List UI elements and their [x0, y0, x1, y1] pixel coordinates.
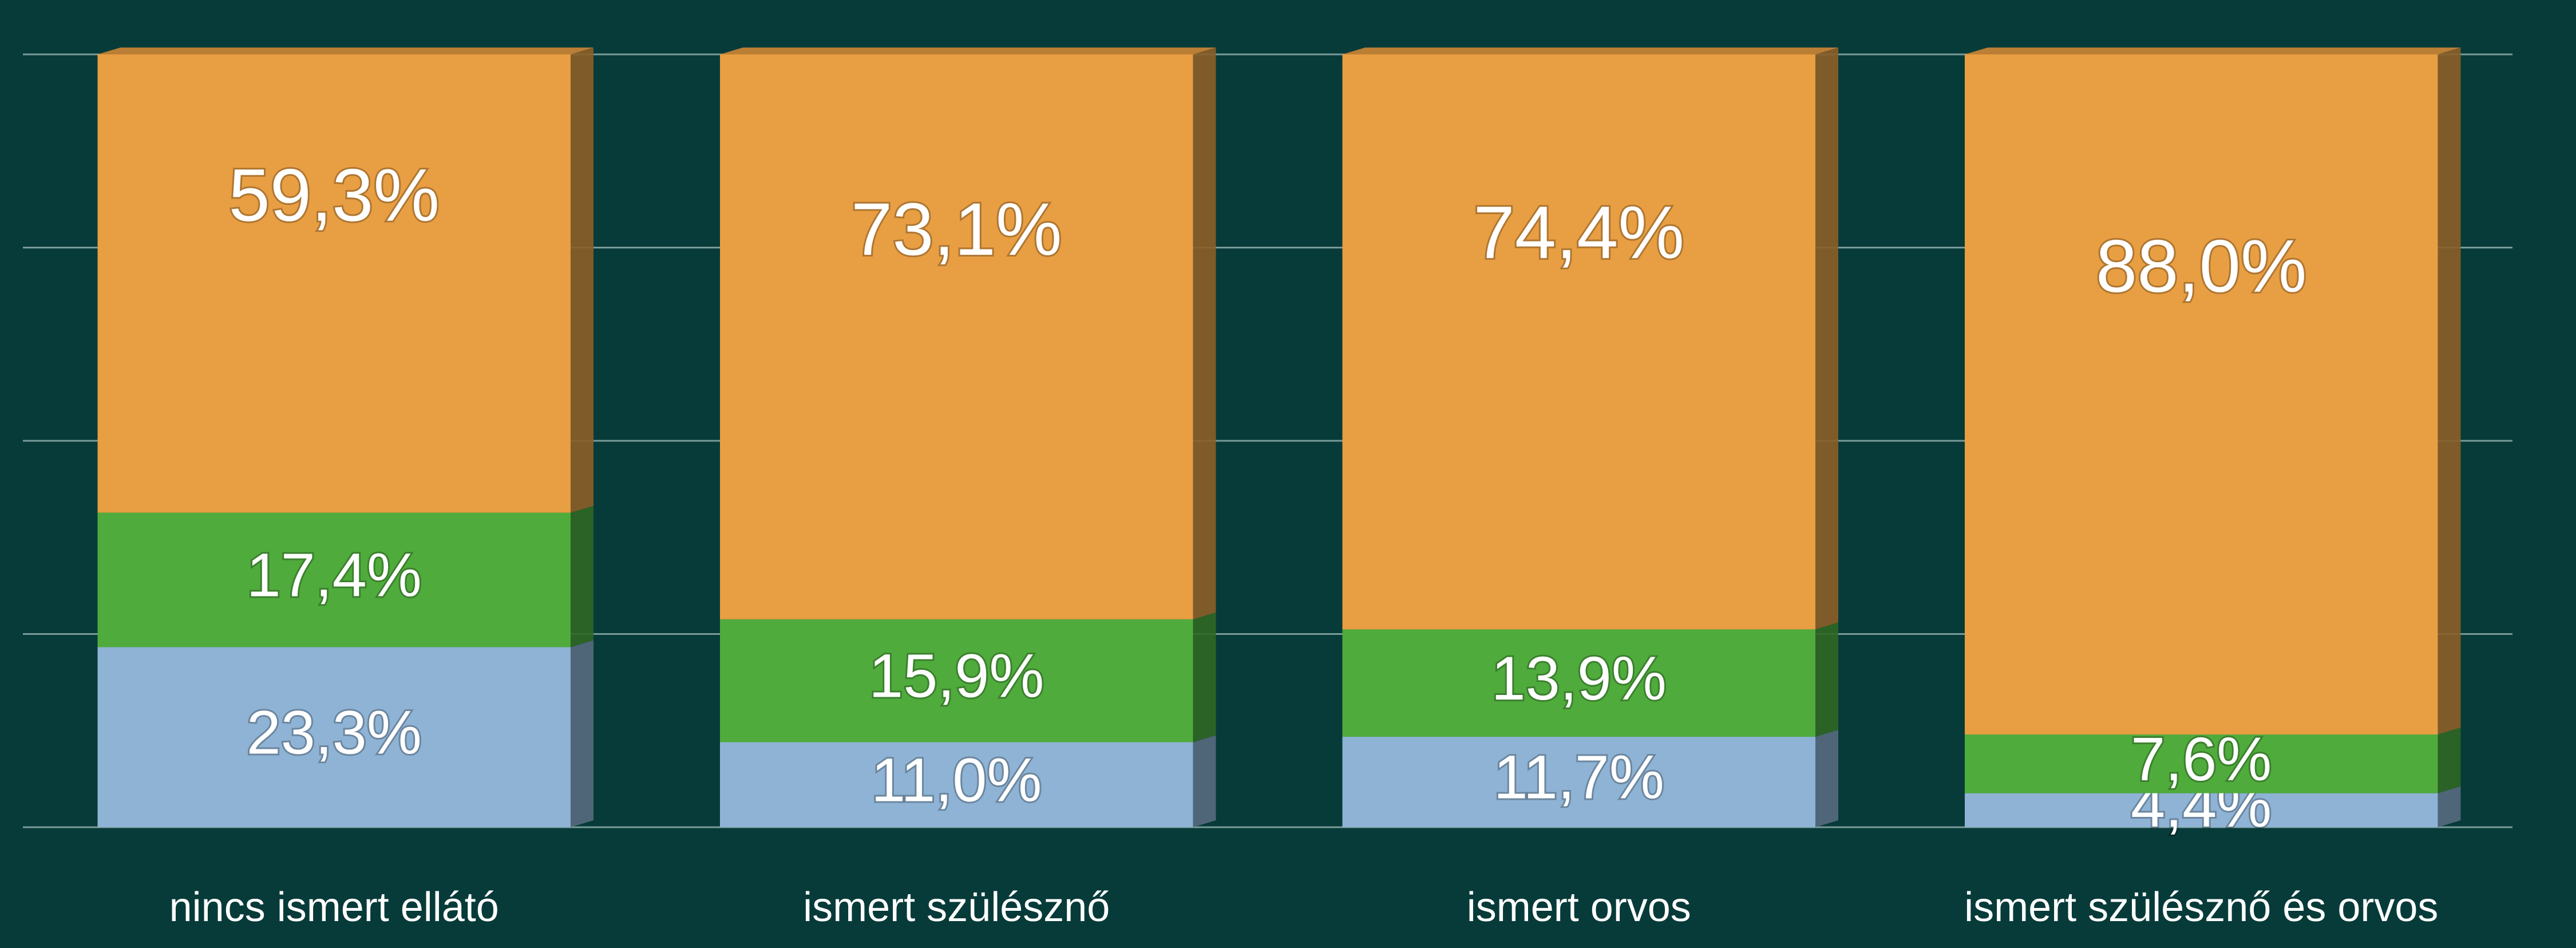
value-label: 59,3% — [228, 153, 440, 237]
x-tick-label: ismert szülésznő és orvos — [1964, 884, 2438, 930]
x-tick-label: ismert orvos — [1467, 884, 1691, 930]
bar-top — [1342, 48, 1838, 54]
bar-top — [97, 48, 593, 54]
bar-segment — [720, 742, 1193, 827]
value-label: 73,1% — [851, 187, 1062, 271]
bar-segment — [97, 647, 571, 827]
x-tick-label: ismert szülésznő — [803, 884, 1110, 930]
value-label: 11,7% — [1494, 742, 1664, 812]
bar-segment — [97, 512, 571, 647]
bar-segment — [97, 54, 571, 513]
bar-side — [2437, 48, 2461, 734]
value-label: 17,4% — [247, 540, 422, 610]
bar-segment — [1342, 737, 1815, 827]
bar-segment — [1342, 54, 1815, 630]
bar-top — [720, 48, 1216, 54]
value-label: 13,9% — [1491, 643, 1667, 713]
bar-side — [1815, 622, 1838, 737]
value-label: 88,0% — [2096, 224, 2307, 308]
bar-side — [571, 505, 593, 647]
value-label: 11,0% — [871, 745, 1042, 814]
bar-segment — [1965, 54, 2438, 734]
bar-side — [571, 48, 593, 513]
bar-side — [1193, 48, 1216, 619]
bar-side — [2437, 786, 2461, 827]
value-label: 74,4% — [1473, 191, 1684, 274]
bar-segment — [1342, 629, 1815, 737]
x-tick-label: nincs ismert ellátó — [169, 884, 499, 930]
value-label: 15,9% — [869, 641, 1044, 710]
bar-segment — [720, 619, 1193, 742]
bar-side — [2437, 728, 2461, 793]
bar-side — [1815, 48, 1838, 630]
bar-segment — [1965, 734, 2438, 793]
value-label: 23,3% — [247, 697, 422, 767]
bar-side — [1193, 735, 1216, 827]
bar-segment — [1965, 793, 2438, 827]
bar-segment — [720, 54, 1193, 619]
bar-side — [1193, 612, 1216, 742]
bar-side — [1815, 730, 1838, 827]
bar-top — [1965, 48, 2461, 54]
bar-side — [571, 640, 593, 827]
